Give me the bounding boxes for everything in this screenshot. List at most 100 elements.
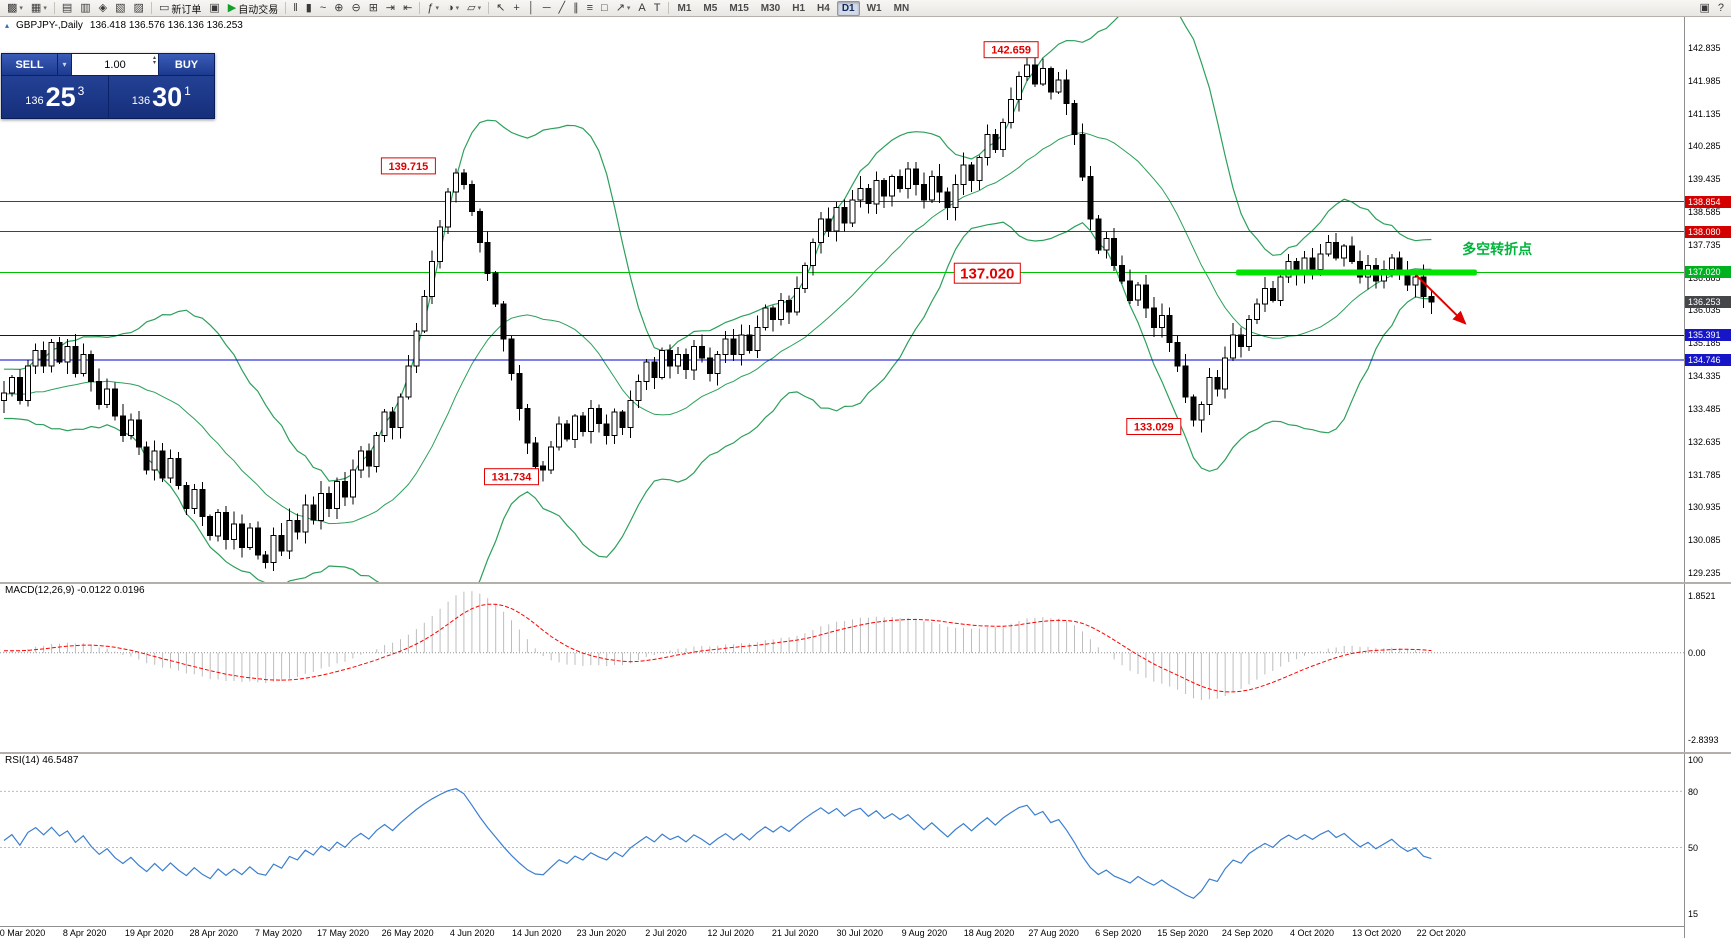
time-axis[interactable]: 30 Mar 2020 8 Apr 2020 19 Apr 2020 28 Apr 2… bbox=[0, 926, 1684, 938]
indicators-button[interactable]: ƒ ▾ bbox=[427, 1, 439, 14]
price-axis[interactable]: 142.835 141.985 141.135 140.285 139.435 138.5… bbox=[1684, 17, 1731, 938]
spinner-down-icon[interactable]: ▾ bbox=[152, 60, 156, 66]
timeframe-m1[interactable]: M1 bbox=[677, 2, 692, 14]
fullscreen-button[interactable]: ▣ bbox=[1699, 1, 1710, 14]
main-toolbar: ▩ ▾ ▦ ▾ ▤ ▥ ◈ ▧ ▨ ▭ 新订单 ▣ ▶ 自动交易 ‖ ▮ ~ ⊕ ⊖ ⊞ ⇥ ⇤ ƒ ▾ ◑ ▾ ▱ ▾ ↖ + │ ─ ╱ ∥ ≡… bbox=[0, 0, 1731, 17]
price-annotation-label[interactable]: 137.020 bbox=[953, 262, 1021, 284]
timeframe-m30[interactable]: M30 bbox=[760, 2, 781, 14]
price-tick: 141.985 bbox=[1688, 75, 1721, 86]
vertical-line-button[interactable]: │ bbox=[527, 1, 535, 14]
price-tick: 139.435 bbox=[1688, 174, 1721, 185]
tile-windows-button[interactable]: ⊞ bbox=[368, 1, 378, 14]
cursor-button[interactable]: ↖ bbox=[496, 1, 506, 14]
price-chart-panel[interactable]: 142.659 139.715 137.020 133.029 131.734 多空转折点… bbox=[0, 17, 1684, 582]
price-tick: 130.935 bbox=[1688, 502, 1721, 513]
order-type-dropdown-icon[interactable]: ▾ bbox=[58, 54, 72, 75]
shapes-button[interactable]: □ bbox=[601, 1, 608, 14]
panel-separator[interactable] bbox=[0, 582, 1731, 584]
price-chart-canvas[interactable]: 142.659 139.715 137.020 133.029 131.734 多空转折点 bbox=[0, 17, 1684, 582]
fibonacci-button[interactable]: ≡ bbox=[586, 1, 594, 14]
support-highlight bbox=[1236, 269, 1477, 276]
timeframe-h4[interactable]: H4 bbox=[817, 2, 830, 14]
toolbar-separator bbox=[488, 2, 490, 14]
timeframe-m15[interactable]: M15 bbox=[729, 2, 749, 14]
zoom-in-button[interactable]: ⊕ bbox=[334, 1, 344, 14]
date-label: 8 Apr 2020 bbox=[62, 928, 107, 938]
sell-price-button[interactable]: 136 25 3 bbox=[2, 76, 108, 118]
buy-button[interactable]: BUY bbox=[158, 54, 214, 75]
periods-button[interactable]: ◑ ▾ bbox=[447, 1, 460, 14]
spinner-up-icon[interactable]: ▴ bbox=[152, 55, 156, 61]
date-label: 22 Oct 2020 bbox=[1416, 928, 1466, 938]
bar-chart-button[interactable]: ‖ bbox=[293, 1, 298, 14]
trade-widget-prices: 136 25 3 136 30 1 bbox=[2, 76, 214, 118]
price-tag: 136.253 bbox=[1685, 296, 1731, 309]
crosshair-button[interactable]: + bbox=[513, 1, 520, 14]
line-chart-button[interactable]: ~ bbox=[319, 1, 327, 14]
candlestick-chart-button[interactable]: ▮ bbox=[305, 1, 312, 14]
data-window-button[interactable]: ▥ bbox=[80, 1, 91, 14]
symbol-info: ▴ GBPJPY-,Daily 136.418 136.576 136.136 … bbox=[5, 20, 243, 31]
arrows-button[interactable]: ↗ ▾ bbox=[615, 1, 631, 14]
price-tick: 130.085 bbox=[1688, 535, 1721, 546]
help-button[interactable]: ? bbox=[1717, 1, 1724, 14]
date-label: 17 May 2020 bbox=[316, 928, 370, 938]
annotations-layer[interactable]: 142.659 139.715 137.020 133.029 131.734 多空转折点 bbox=[380, 41, 1532, 486]
candles-layer bbox=[1, 54, 1435, 571]
price-tick: 141.135 bbox=[1688, 108, 1721, 119]
timeframe-mn[interactable]: MN bbox=[893, 2, 910, 14]
channel-button[interactable]: ∥ bbox=[573, 1, 579, 14]
market-watch-button[interactable]: ▤ bbox=[61, 1, 73, 14]
toolbar-separator bbox=[53, 2, 55, 14]
sell-price-prefix: 136 bbox=[25, 95, 44, 107]
volume-value: 1.00 bbox=[104, 58, 126, 71]
templates-button[interactable]: ▱ ▾ bbox=[467, 1, 482, 14]
auto-scroll-button[interactable]: ⇥ bbox=[385, 1, 396, 14]
new-order-button[interactable]: ▭ 新订单 bbox=[158, 1, 202, 16]
price-annotation-label[interactable]: 139.715 bbox=[380, 157, 436, 175]
sell-button[interactable]: SELL bbox=[2, 54, 58, 75]
date-label: 26 May 2020 bbox=[381, 928, 434, 938]
profiles-button[interactable]: ▦ ▾ bbox=[30, 1, 47, 14]
rsi-panel[interactable]: RSI(14) 46.5487 bbox=[0, 754, 1684, 926]
zoom-out-button[interactable]: ⊖ bbox=[351, 1, 361, 14]
buy-price-sup: 1 bbox=[184, 84, 191, 98]
date-label: 9 Aug 2020 bbox=[901, 928, 948, 938]
svg-text:137.020: 137.020 bbox=[960, 266, 1014, 283]
volume-input[interactable]: 1.00 ▴ ▾ bbox=[72, 54, 158, 75]
price-annotation-label[interactable]: 131.734 bbox=[484, 468, 539, 486]
navigator-button[interactable]: ◈ bbox=[98, 1, 108, 14]
price-annotation-label[interactable]: 142.659 bbox=[983, 41, 1039, 59]
date-label: 30 Mar 2020 bbox=[0, 928, 46, 938]
autotrading-button[interactable]: ▶ 自动交易 bbox=[227, 1, 279, 16]
rsi-line bbox=[3, 788, 1432, 900]
trendline-button[interactable]: ╱ bbox=[558, 1, 566, 14]
sell-price-big: 25 bbox=[45, 81, 76, 112]
price-tick: 135.185 bbox=[1688, 338, 1721, 349]
terminal-button[interactable]: ▧ bbox=[115, 1, 126, 14]
strategy-tester-button[interactable]: ▨ bbox=[133, 1, 144, 14]
buy-price-big: 30 bbox=[152, 81, 183, 112]
chart-shift-button[interactable]: ⇤ bbox=[403, 1, 413, 14]
timeframe-h1[interactable]: H1 bbox=[792, 2, 806, 14]
new-chart-button[interactable]: ▩ ▾ bbox=[7, 1, 23, 14]
horizontal-level-lines[interactable] bbox=[0, 201, 1684, 361]
text-label-button[interactable]: T bbox=[653, 1, 661, 14]
panel-separator[interactable] bbox=[0, 752, 1731, 754]
volume-spinner[interactable]: ▴ ▾ bbox=[152, 55, 156, 66]
text-button[interactable]: A bbox=[638, 1, 646, 14]
timeframe-d1[interactable]: D1 bbox=[836, 0, 860, 16]
price-annotation-label[interactable]: 133.029 bbox=[1126, 418, 1182, 435]
rsi-canvas[interactable] bbox=[0, 754, 1684, 926]
timeframe-m5[interactable]: M5 bbox=[703, 2, 718, 14]
horizontal-line-button[interactable]: ─ bbox=[542, 1, 551, 14]
price-tick: 131.785 bbox=[1688, 469, 1721, 480]
timeframe-w1[interactable]: W1 bbox=[866, 2, 882, 14]
metaeditor-button[interactable]: ▣ bbox=[209, 1, 220, 14]
macd-panel[interactable]: MACD(12,26,9) -0.0122 0.0196 bbox=[0, 584, 1684, 752]
macd-scale-tick: 1.8521 bbox=[1688, 591, 1716, 602]
date-label: 27 Aug 2020 bbox=[1028, 928, 1079, 938]
date-label: 4 Jun 2020 bbox=[449, 928, 495, 938]
macd-canvas[interactable] bbox=[0, 584, 1684, 752]
buy-price-button[interactable]: 136 30 1 bbox=[109, 76, 215, 118]
